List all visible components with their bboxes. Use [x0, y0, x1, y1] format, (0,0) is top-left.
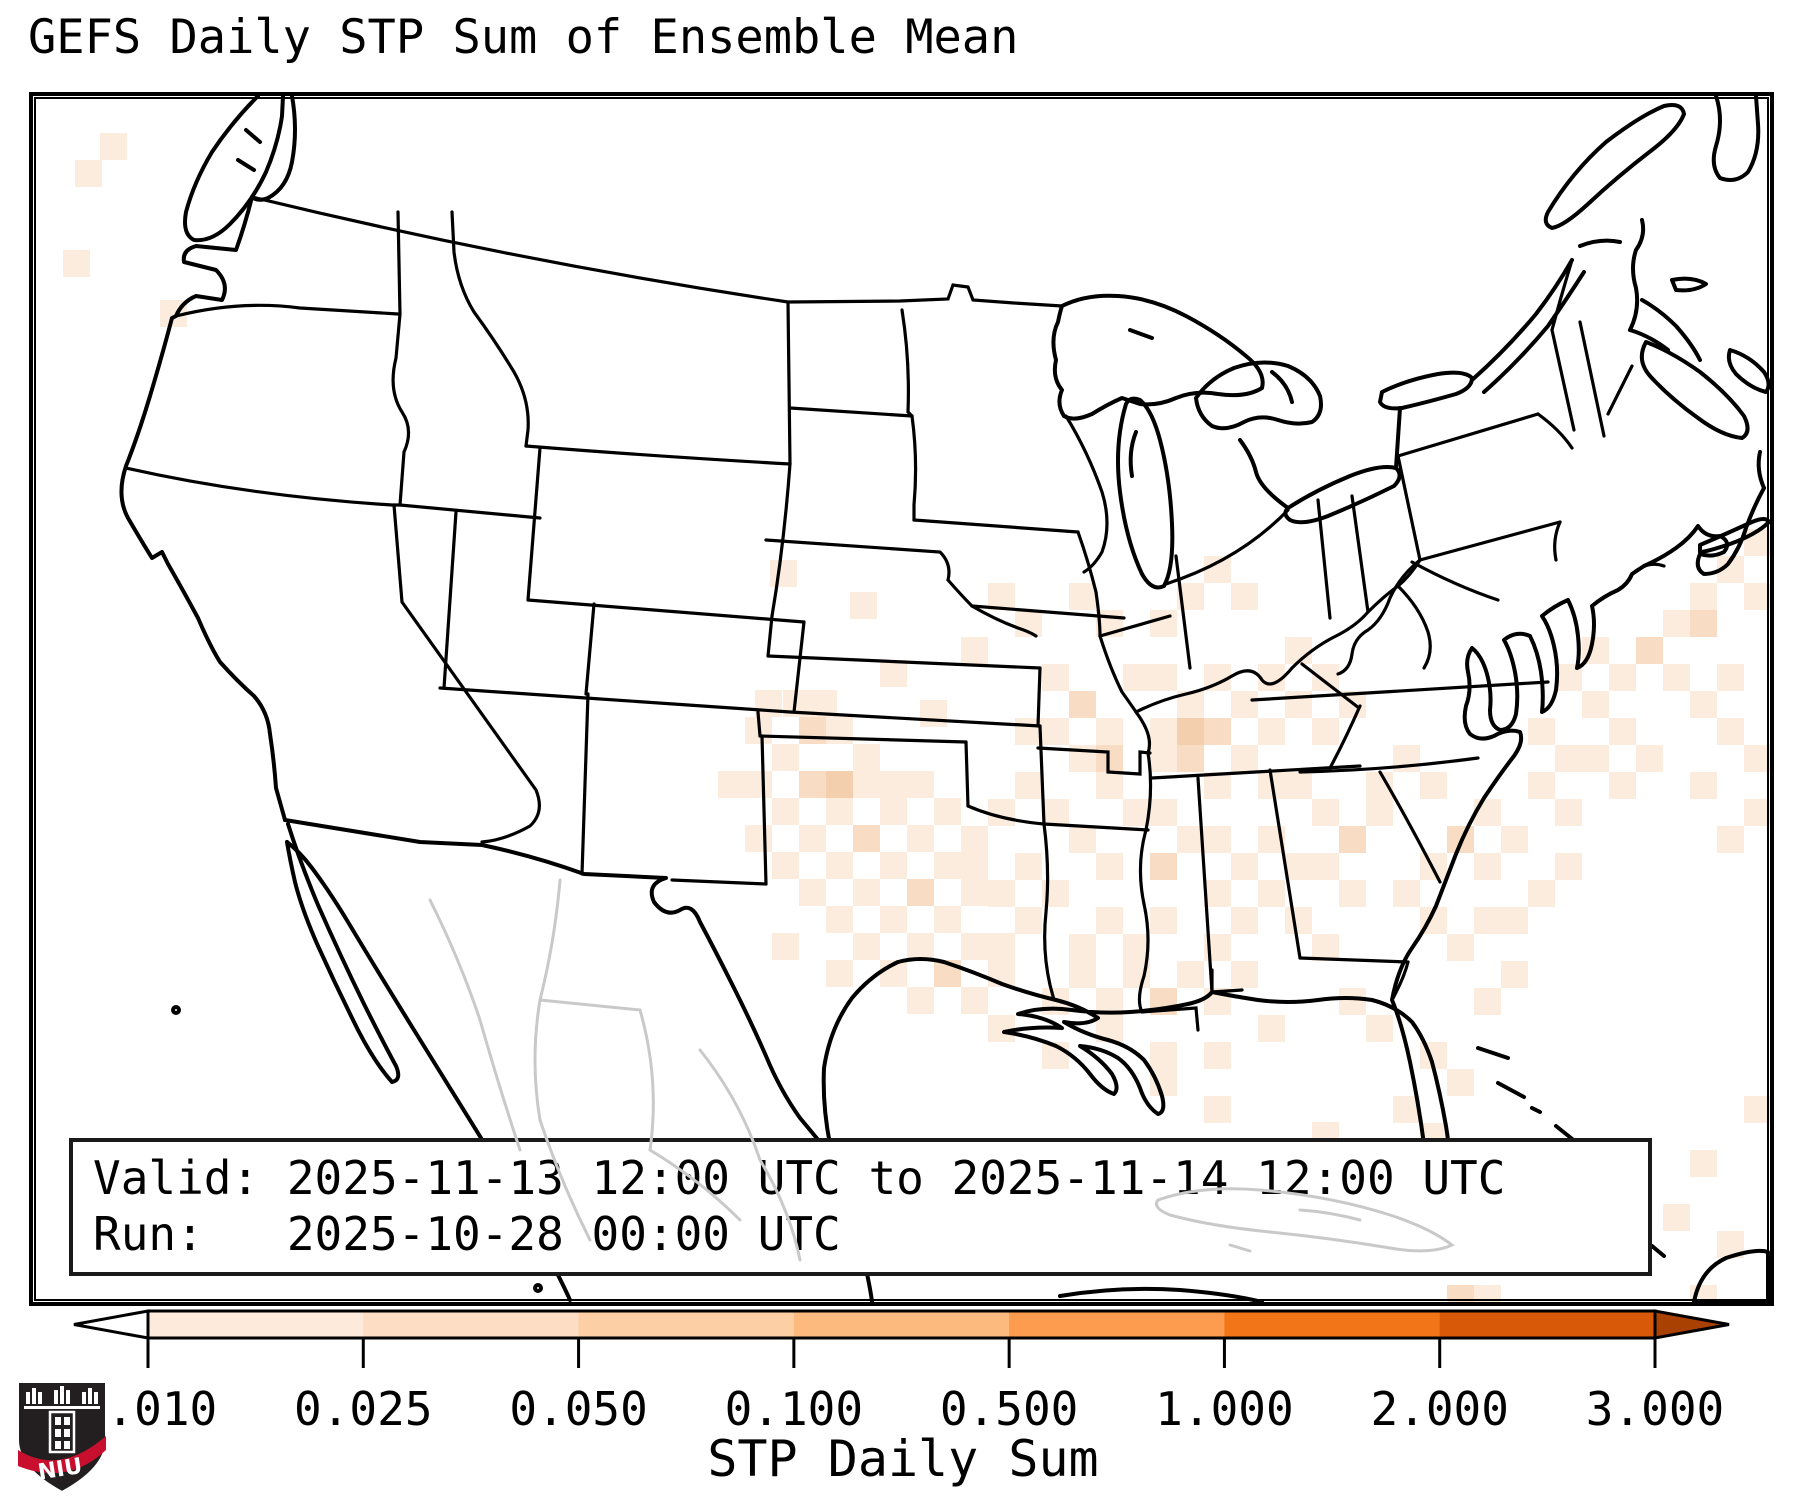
colorbar-bar: [73, 1309, 1730, 1368]
colorbar: 0.010 0.025 0.050 0.100 0.500 1.000 2.000 3.000…: [0, 1296, 1803, 1500]
valid-time-text: Valid: 2025-11-13 12:00 UTC to 2025-11-1…: [93, 1151, 1506, 1205]
colorbar-tick-label: 3.000: [1585, 1382, 1725, 1436]
colorbar-outline: [146, 1309, 1657, 1340]
colorbar-tick-label: 0.500: [939, 1382, 1079, 1436]
coastlines: [119, 96, 1770, 1302]
colorbar-ticks: [146, 1338, 1657, 1368]
run-time-text: Run: 2025-10-28 00:00 UTC: [93, 1207, 841, 1261]
colorbar-over-arrow: [1653, 1309, 1730, 1340]
colorbar-axis-label: STP Daily Sum: [707, 1430, 1099, 1488]
colorbar-tick-label: 0.050: [509, 1382, 648, 1436]
map-canvas: Valid: 2025-11-13 12:00 UTC to 2025-11-1…: [29, 92, 1774, 1306]
colorbar-tick-label: 0.100: [724, 1382, 864, 1436]
colorbar-under-arrow: [73, 1309, 150, 1340]
colorbar-tick-label: 1.000: [1155, 1382, 1294, 1436]
niu-logo: NIU: [17, 1381, 107, 1494]
colorbar-tick-label: 0.025: [294, 1382, 433, 1436]
figure-title: GEFS Daily STP Sum of Ensemble Mean: [28, 10, 1019, 65]
map-geography: [34, 96, 1770, 1302]
stp-shading-cells: [63, 133, 1770, 1302]
castle-icon: [24, 1386, 100, 1454]
state-borders: [124, 195, 1666, 1032]
valid-run-info-box: Valid: 2025-11-13 12:00 UTC to 2025-11-1…: [69, 1138, 1652, 1276]
colorbar-tick-label: 2.000: [1370, 1382, 1509, 1436]
map-frame-line: [34, 97, 1769, 1301]
